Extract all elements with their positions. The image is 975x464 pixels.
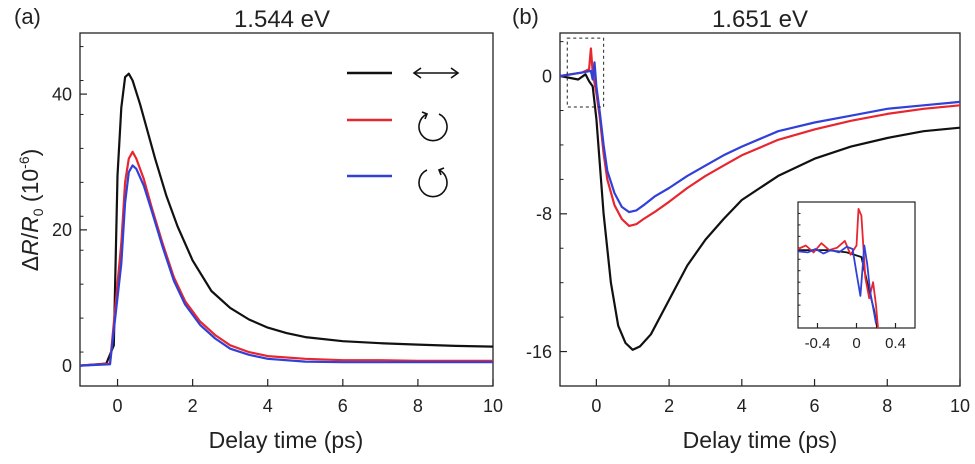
panel-b-title: 1.651 eV xyxy=(712,6,808,33)
ylabel-close: ) xyxy=(17,149,43,157)
x-tick-label: 0.4 xyxy=(885,335,906,352)
x-tick-label: 4 xyxy=(737,396,747,416)
panel-a-label: (a) xyxy=(14,4,41,29)
ylabel-r0: R xyxy=(17,216,43,233)
panel-b-axes: 0 2 4 6 8 10 -16 -8 0 xyxy=(526,41,970,416)
ylabel-subscript: 0 xyxy=(30,208,46,216)
panel-b-series xyxy=(560,47,960,351)
y-tick-label: -16 xyxy=(526,342,552,362)
panel-b-label: (b) xyxy=(512,4,539,29)
y-tick-label: -8 xyxy=(536,204,552,224)
panel-a-xlabel: Delay time (ps) xyxy=(209,427,364,453)
panel-a-title: 1.544 eV xyxy=(234,6,330,33)
x-tick-label: 10 xyxy=(483,396,503,416)
x-tick-label: 6 xyxy=(810,396,820,416)
panel-b-series-line-0 xyxy=(560,73,960,351)
x-tick-label: 2 xyxy=(188,396,198,416)
inset-frame xyxy=(797,201,916,329)
ylabel-r: R xyxy=(17,239,43,256)
ylabel-delta: Δ xyxy=(17,256,43,271)
inset-series xyxy=(798,207,879,328)
linear-double-arrow-icon xyxy=(412,67,460,79)
x-tick-label: 10 xyxy=(950,396,970,416)
y-tick-label: 0 xyxy=(542,66,552,86)
panel-a-series-line-0 xyxy=(80,72,493,367)
inset-zoom-box xyxy=(566,37,605,108)
panel-a-series-line-2 xyxy=(80,164,493,367)
legend-entry-clockwise xyxy=(347,167,448,198)
inset-axes: -0.4 0 0.4 xyxy=(798,201,906,352)
panel-a-series-line-1 xyxy=(80,150,493,367)
clockwise-circle-icon xyxy=(418,167,448,198)
x-tick-label: 8 xyxy=(882,396,892,416)
inset-plot: -0.4 0 0.4 xyxy=(797,201,916,352)
panel-b-plot-frame xyxy=(559,32,961,387)
legend xyxy=(347,67,460,198)
ylabel-unit: (10 xyxy=(17,169,43,209)
x-tick-label: 6 xyxy=(338,396,348,416)
y-tick-label: 0 xyxy=(62,356,72,376)
inset-series-line-2 xyxy=(798,244,877,324)
panel-b-series-line-2 xyxy=(560,61,960,214)
legend-entry-counterclockwise xyxy=(347,111,448,142)
x-tick-label: -0.4 xyxy=(805,335,831,352)
ylabel-slash: / xyxy=(17,232,43,239)
counterclockwise-circle-icon xyxy=(418,111,448,142)
panel-a-plot-frame xyxy=(79,32,494,387)
panel-b-series-line-1 xyxy=(560,47,960,227)
x-tick-label: 4 xyxy=(263,396,273,416)
legend-entry-linear xyxy=(347,67,460,79)
panel-a-series xyxy=(80,72,493,367)
x-tick-label: 8 xyxy=(413,396,423,416)
panel-a-axes: 0 2 4 6 8 10 0 20 40 xyxy=(52,46,503,416)
panel-a-ylabel: ΔR/R0 (10-6) xyxy=(16,149,46,272)
y-tick-label: 40 xyxy=(52,84,72,104)
x-tick-label: 2 xyxy=(664,396,674,416)
panel-b-xlabel: Delay time (ps) xyxy=(683,427,838,453)
ylabel-exponent: -6 xyxy=(16,156,32,169)
x-tick-label: 0 xyxy=(591,396,601,416)
x-tick-label: 0 xyxy=(852,335,860,352)
y-tick-label: 20 xyxy=(52,220,72,240)
x-tick-label: 0 xyxy=(113,396,123,416)
panel-b: (b) 1.651 eV 0 2 4 6 8 10 -16 -8 0 Delay time (p… xyxy=(512,4,970,453)
panel-a: (a) 1.544 eV 0 2 4 6 8 10 0 20 40 Delay time (ps… xyxy=(14,4,503,453)
